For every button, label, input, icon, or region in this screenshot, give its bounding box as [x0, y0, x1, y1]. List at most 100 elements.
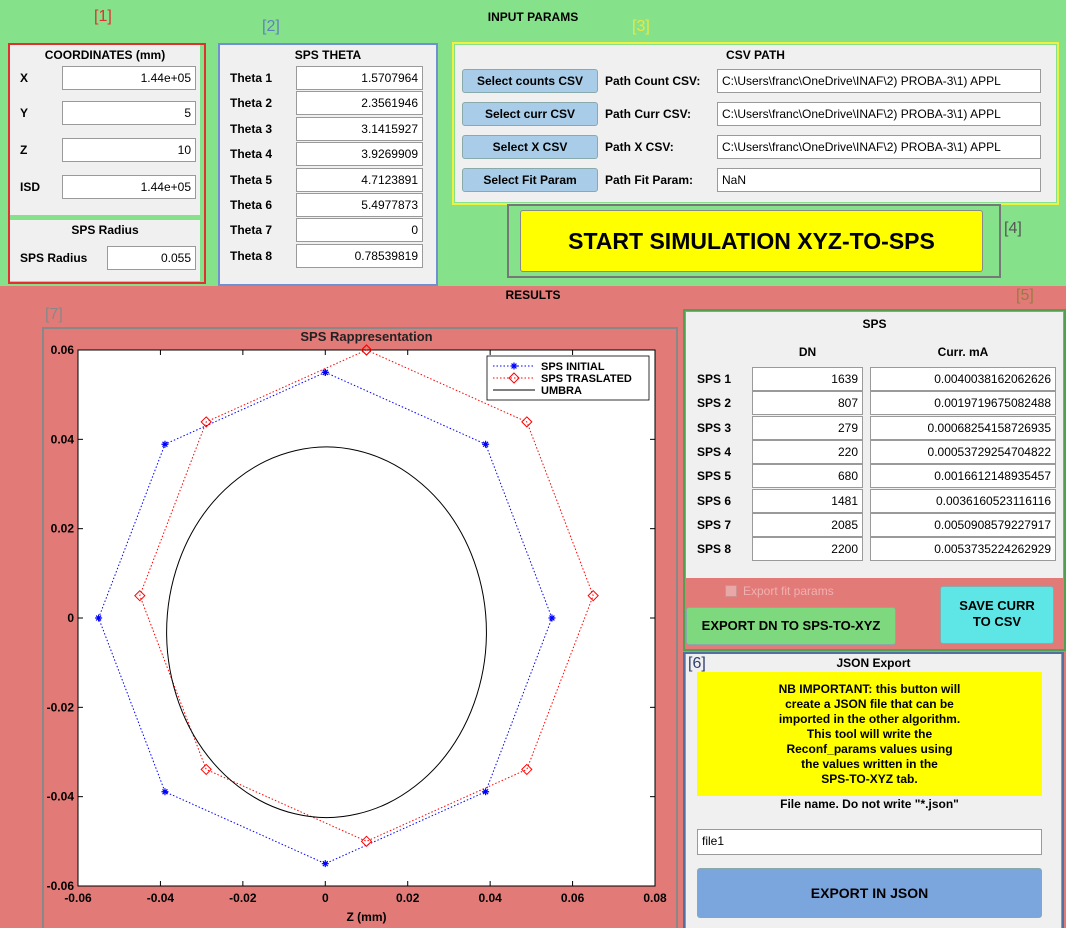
point-marker — [200, 763, 212, 776]
x-axis-label: Z (mm) — [347, 910, 387, 924]
theta-input[interactable]: 5.4977873 — [296, 193, 423, 217]
point-marker — [482, 788, 490, 796]
checkbox[interactable] — [725, 585, 737, 597]
panel-title: JSON Export — [836, 656, 911, 670]
path-input[interactable]: C:\Users\franc\OneDrive\INAF\2) PROBA-3\… — [717, 135, 1041, 159]
point-marker — [482, 440, 490, 448]
field-label: Path Curr CSV: — [605, 107, 692, 121]
section-title: INPUT PARAMS — [487, 10, 579, 24]
point-marker — [200, 416, 212, 428]
highlight-box — [683, 309, 1066, 651]
export-dn-button[interactable]: EXPORT DN TO SPS-TO-XYZ — [686, 607, 896, 645]
field-label: X — [20, 71, 29, 85]
path-input[interactable]: C:\Users\franc\OneDrive\INAF\2) PROBA-3\… — [717, 69, 1041, 93]
checkbox-label: Export fit params — [743, 584, 834, 598]
field-label: Path Fit Param: — [605, 173, 694, 187]
y-tick-label: 0.06 — [51, 343, 75, 357]
field-label: Y — [20, 106, 29, 120]
curr-field: 0.0053735224262929 — [870, 537, 1056, 562]
json-note: NB IMPORTANT: this button will create a … — [697, 672, 1042, 796]
highlight-box — [218, 43, 438, 286]
x-tick-label: 0.04 — [478, 891, 502, 905]
dn-field: 279 — [752, 415, 863, 440]
panel-title: SPS — [862, 317, 887, 331]
select-button[interactable]: Select Fit Param — [462, 168, 598, 192]
curr-field: 0.0040038162062626 — [870, 367, 1056, 391]
theta-input[interactable]: 1.5707964 — [296, 66, 423, 90]
field-label: Theta 2 — [230, 96, 273, 111]
x-tick-label: -0.06 — [64, 891, 92, 905]
x-tick-label: 0.06 — [561, 891, 585, 905]
x-tick-label: 0.08 — [643, 891, 667, 905]
field-label: Theta 3 — [230, 121, 273, 136]
highlight-box — [42, 327, 678, 928]
select-button[interactable]: Select X CSV — [462, 135, 598, 159]
column-header: Curr. mA — [937, 345, 989, 359]
save-curr-button[interactable]: SAVE CURR TO CSV — [940, 586, 1054, 644]
y-tick-label: -0.04 — [47, 790, 75, 804]
theta-input[interactable]: 0 — [296, 218, 423, 243]
coord-input[interactable]: 10 — [62, 138, 196, 162]
point-marker — [360, 835, 373, 848]
plot-area — [77, 349, 656, 887]
field-label: Theta 5 — [230, 172, 273, 187]
legend-marker — [508, 372, 520, 384]
path-input[interactable]: C:\Users\franc\OneDrive\INAF\2) PROBA-3\… — [717, 102, 1041, 126]
x-tick-label: 0.02 — [396, 891, 420, 905]
point-marker — [321, 860, 329, 868]
legend-label: SPS TRASLATED — [541, 373, 632, 385]
start-button[interactable]: START SIMULATION XYZ-TO-SPS — [520, 210, 983, 272]
field-label: Theta 4 — [230, 147, 273, 162]
field-label: Theta 6 — [230, 198, 273, 212]
row-label: SPS 5 — [697, 469, 732, 484]
panel-title: CSV PATH — [726, 48, 785, 62]
point-marker — [521, 763, 533, 776]
section-title: RESULTS — [505, 288, 561, 302]
radius-input[interactable]: 0.055 — [107, 246, 196, 270]
y-tick-label: 0.04 — [51, 432, 75, 446]
plot-title: SPS Rappresentation — [300, 329, 432, 344]
row-label: SPS 2 — [697, 396, 732, 411]
annotation-label: [3] — [632, 18, 650, 35]
curr-field: 0.0036160523116116 — [870, 488, 1056, 513]
path-input[interactable]: NaN — [717, 168, 1041, 192]
theta-input[interactable]: 3.1415927 — [296, 116, 423, 141]
legend-label: UMBRA — [541, 385, 582, 397]
theta-input[interactable]: 0.78539819 — [296, 243, 423, 268]
select-button[interactable]: Select curr CSV — [462, 102, 598, 126]
theta-input[interactable]: 4.7123891 — [296, 167, 423, 192]
series-line — [166, 446, 487, 819]
export-json-button[interactable]: EXPORT IN JSON — [697, 868, 1042, 918]
x-tick-label: 0 — [322, 891, 329, 905]
panel-title: SPS Radius — [71, 223, 139, 237]
coord-input[interactable]: 1.44e+05 — [62, 175, 196, 199]
dn-field: 220 — [752, 439, 863, 464]
theta-input[interactable]: 3.9269909 — [296, 142, 423, 167]
field-label: SPS Radius — [20, 251, 88, 265]
theta-input[interactable]: 2.3561946 — [296, 91, 423, 116]
field-label: Theta 1 — [230, 71, 273, 85]
curr-field: 0.00053729254704822 — [870, 439, 1056, 464]
point-marker — [161, 440, 169, 448]
row-label: SPS 6 — [697, 493, 732, 508]
highlight-box — [683, 652, 1064, 928]
curr-field: 0.00068254158726935 — [870, 415, 1056, 440]
x-tick-label: -0.04 — [147, 891, 175, 905]
annotation-label: [1] — [94, 8, 112, 25]
file-input[interactable]: file1 — [697, 829, 1042, 855]
y-tick-label: -0.06 — [47, 879, 75, 893]
select-button[interactable]: Select counts CSV — [462, 69, 598, 93]
y-tick-label: 0.02 — [51, 522, 75, 536]
field-label: Path Count CSV: — [605, 74, 701, 88]
curr-field: 0.0050908579227917 — [870, 512, 1056, 537]
point-marker — [95, 614, 103, 622]
coord-input[interactable]: 1.44e+05 — [62, 66, 196, 90]
field-label: Z — [20, 143, 28, 157]
field-label: Theta 8 — [230, 248, 273, 263]
row-label: SPS 3 — [697, 420, 732, 435]
annotation-label: [5] — [1016, 287, 1034, 304]
coord-input[interactable]: 5 — [62, 101, 196, 125]
field-label: Path X CSV: — [605, 140, 674, 154]
column-header: DN — [798, 345, 817, 359]
